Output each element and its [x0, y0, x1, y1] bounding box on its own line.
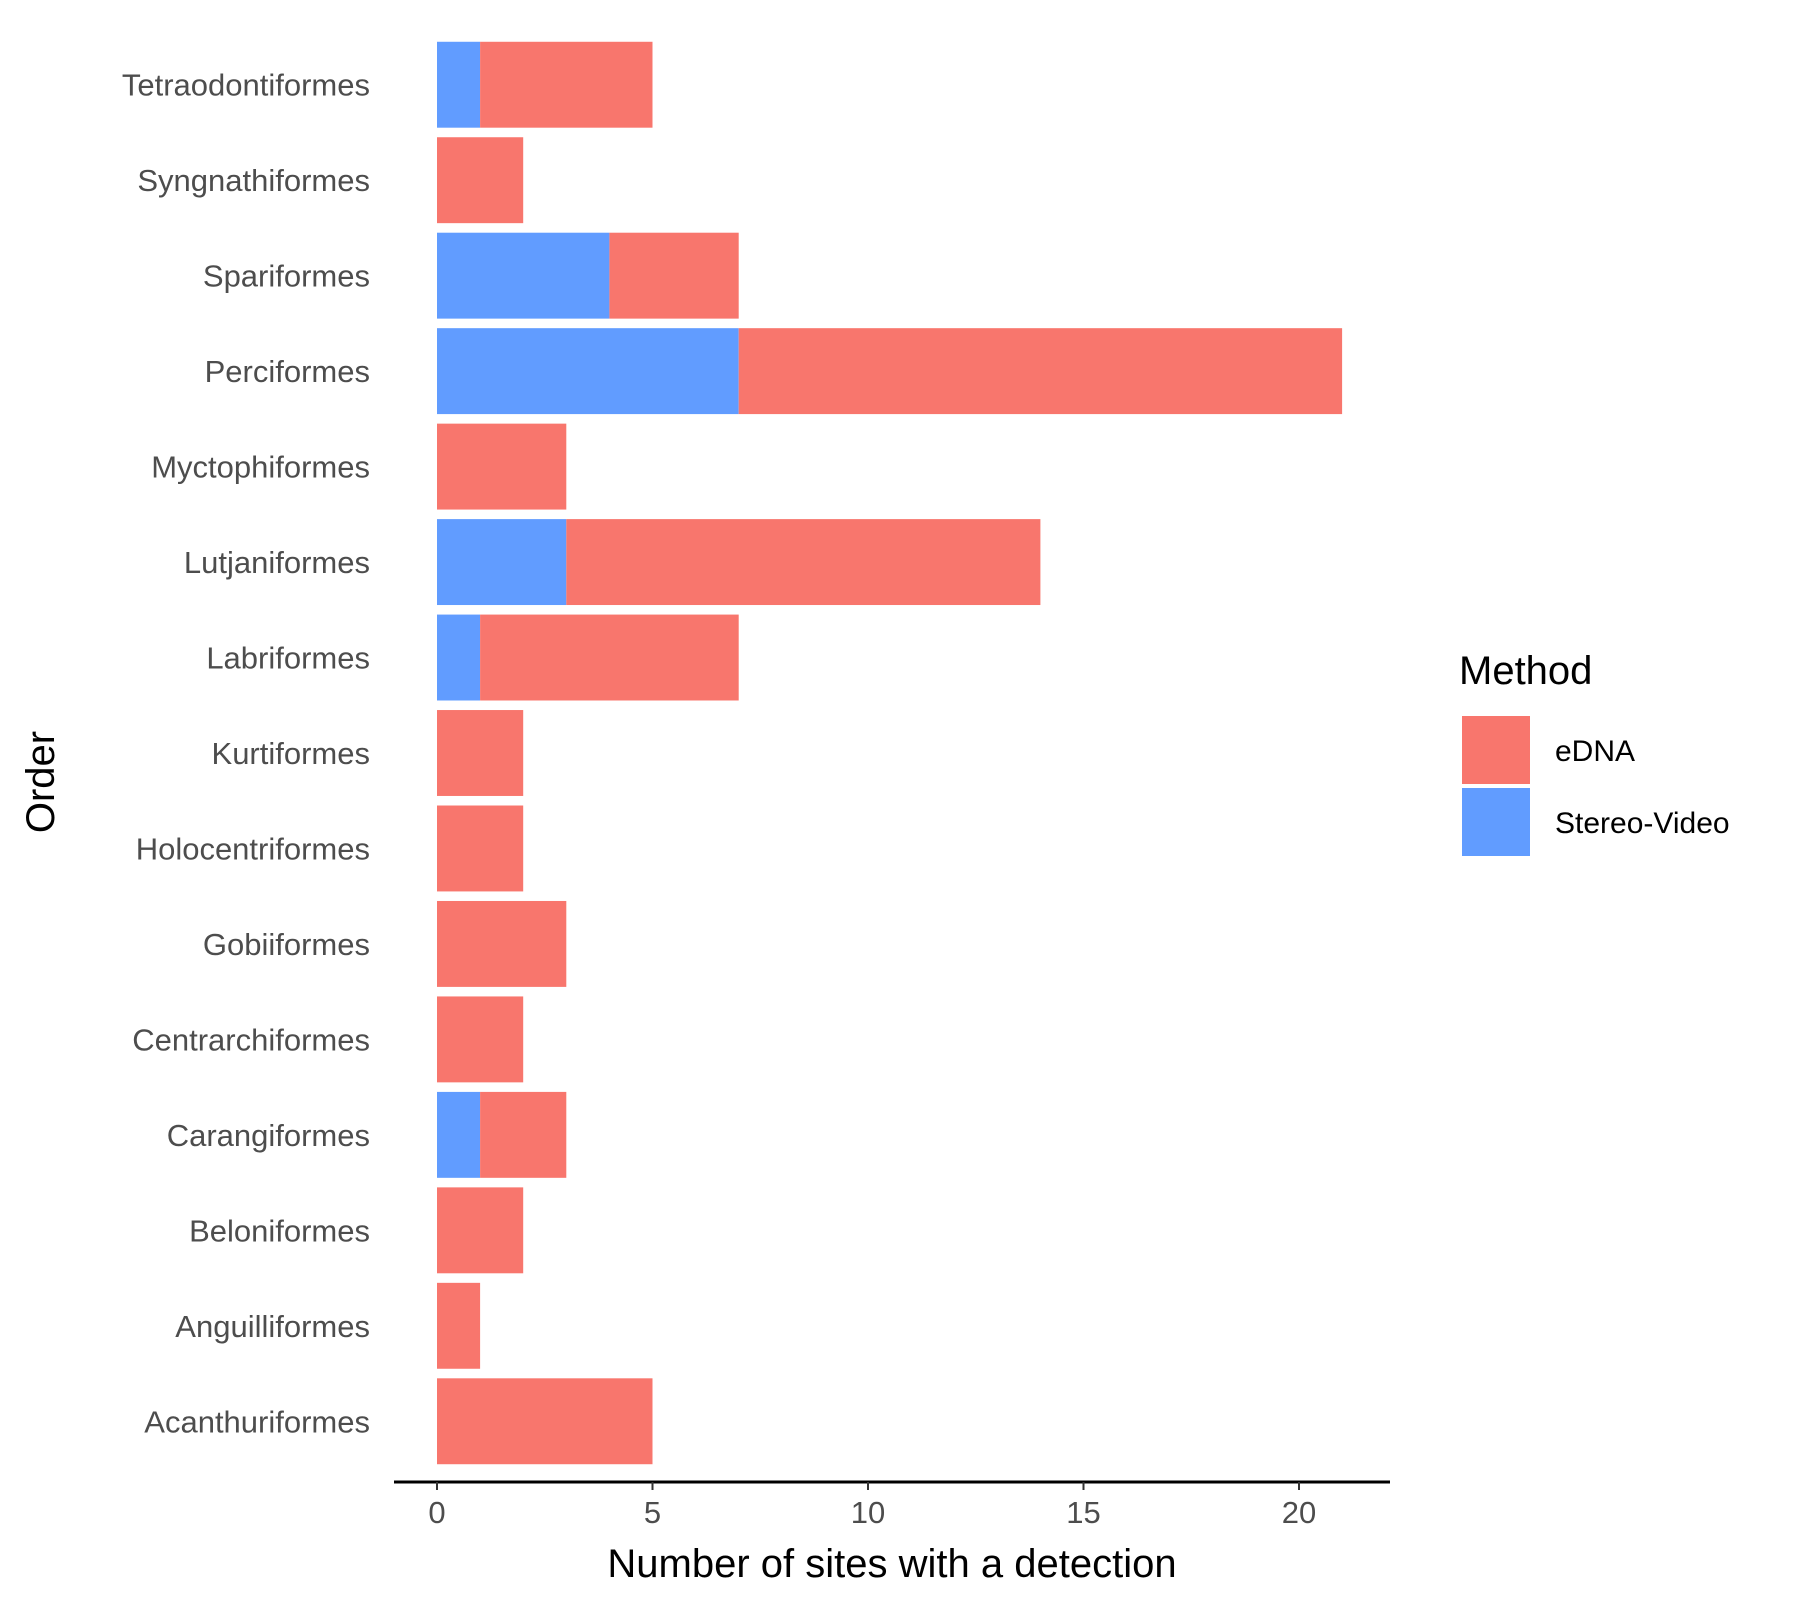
bars-layer — [437, 41, 1343, 1465]
bar-anguilliformes-edna — [437, 1282, 481, 1369]
legend: Method eDNA Stereo-Video — [1459, 649, 1730, 856]
bar-gobiiformes-edna — [437, 900, 567, 987]
y-tick-label: Centrarchiformes — [132, 1022, 370, 1057]
legend-key-stereo-video — [1462, 788, 1530, 856]
legend-label-stereo-video: Stereo-Video — [1555, 807, 1730, 840]
y-tick-label: Anguilliformes — [175, 1309, 370, 1344]
legend-title: Method — [1459, 649, 1592, 693]
y-tick-label: Kurtiformes — [212, 736, 370, 771]
bar-spariformes-stereo-video — [437, 232, 610, 319]
y-tick-label: Gobiiformes — [203, 927, 370, 962]
x-axis-title: Number of sites with a detection — [607, 1542, 1176, 1586]
bar-labriformes-stereo-video — [437, 614, 481, 701]
x-tick-label: 0 — [428, 1495, 445, 1530]
x-tick-label: 15 — [1066, 1495, 1100, 1530]
bar-beloniformes-edna — [437, 1187, 524, 1274]
bar-spariformes-edna — [609, 232, 739, 319]
y-tick-label: Spariformes — [203, 259, 370, 294]
legend-label-edna: eDNA — [1555, 735, 1635, 768]
bar-kurtiformes-edna — [437, 710, 524, 796]
x-tick-label: 20 — [1282, 1495, 1316, 1530]
y-tick-label: Carangiformes — [167, 1118, 370, 1153]
y-tick-label: Holocentriformes — [136, 831, 370, 866]
y-tick-label: Lutjaniformes — [184, 545, 370, 580]
bar-carangiformes-edna — [480, 1091, 567, 1178]
bar-centrarchiformes-edna — [437, 996, 524, 1083]
legend-key-edna — [1462, 716, 1530, 784]
bar-syngnathiformes-edna — [437, 137, 524, 224]
bar-lutjaniformes-edna — [566, 519, 1041, 606]
bar-perciformes-stereo-video — [437, 328, 739, 415]
x-tick-label: 10 — [851, 1495, 885, 1530]
y-tick-label: Syngnathiformes — [137, 163, 370, 198]
y-tick-label: Labriformes — [206, 641, 370, 676]
x-tick-label: 5 — [644, 1495, 661, 1530]
y-tick-label: Tetraodontiformes — [122, 68, 370, 103]
y-tick-labels: Acanthuriformes Anguilliformes Beloniforme… — [122, 68, 370, 1440]
y-tick-label: Beloniformes — [189, 1213, 370, 1248]
bar-perciformes-edna — [738, 328, 1343, 415]
bar-holocentriformes-edna — [437, 805, 524, 892]
bar-carangiformes-stereo-video — [437, 1091, 481, 1178]
y-tick-label: Perciformes — [205, 354, 370, 389]
bar-labriformes-edna — [480, 614, 739, 701]
x-tick-labels: 0 5 10 15 20 — [428, 1482, 1316, 1530]
bar-lutjaniformes-stereo-video — [437, 519, 567, 606]
y-tick-label: Acanthuriformes — [144, 1404, 370, 1439]
y-axis-title: Order — [19, 731, 63, 833]
bar-myctophiformes-edna — [437, 423, 567, 510]
bar-tetraodontiformes-edna — [480, 41, 653, 128]
bar-acanthuriformes-edna — [437, 1378, 653, 1465]
bar-tetraodontiformes-stereo-video — [437, 41, 481, 128]
y-tick-label: Myctophiformes — [151, 450, 370, 485]
